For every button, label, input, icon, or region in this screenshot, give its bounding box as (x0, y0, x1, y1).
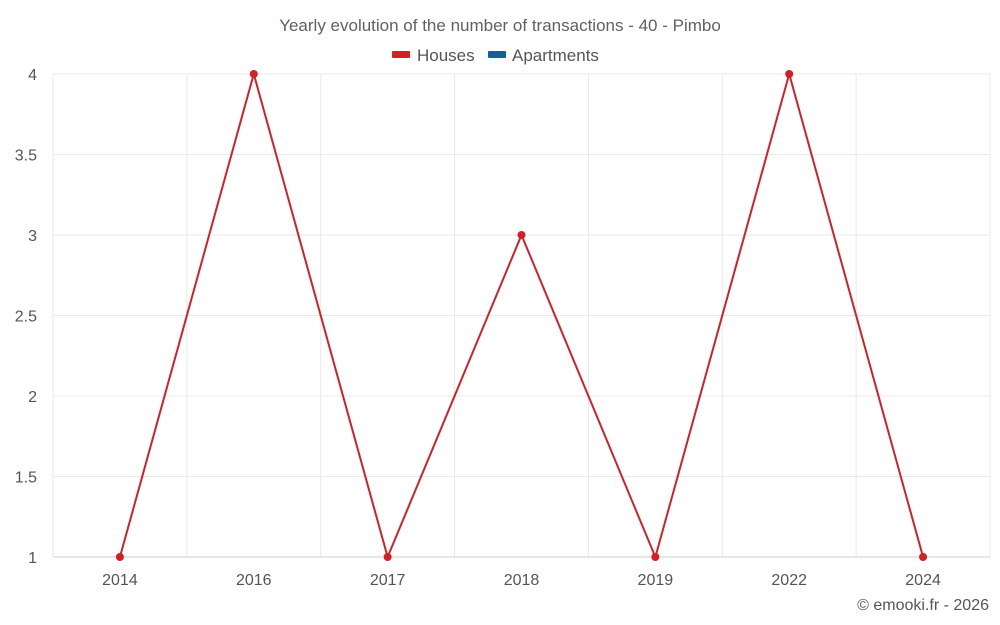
data-point[interactable] (919, 553, 928, 561)
x-tick-label: 2016 (236, 572, 272, 589)
y-tick-label: 1.5 (15, 470, 37, 487)
data-point[interactable] (517, 231, 526, 239)
data-point[interactable] (249, 70, 258, 78)
y-tick-label: 2 (28, 389, 37, 406)
y-tick-label: 3.5 (15, 148, 37, 165)
y-tick-label: 1 (28, 550, 37, 567)
legend-label-houses: Houses (417, 46, 475, 65)
chart-title: Yearly evolution of the number of transa… (279, 16, 721, 35)
x-tick-label: 2018 (504, 572, 540, 589)
legend: Houses Apartments (392, 46, 599, 65)
x-tick-label: 2017 (370, 572, 406, 589)
x-tick-label: 2022 (771, 572, 807, 589)
x-tick-label: 2014 (102, 572, 138, 589)
x-tick-label: 2019 (638, 572, 674, 589)
data-point[interactable] (785, 70, 794, 78)
legend-swatch-houses (392, 51, 410, 58)
credits[interactable]: © emooki.fr - 2026 (857, 597, 989, 614)
y-tick-label: 3 (28, 228, 37, 245)
legend-item-apartments[interactable]: Apartments (488, 46, 599, 65)
x-tick-label: 2024 (905, 572, 941, 589)
y-tick-label: 4 (28, 67, 37, 84)
legend-label-apartments: Apartments (512, 46, 599, 65)
data-point[interactable] (651, 553, 660, 561)
series (115, 70, 928, 561)
legend-swatch-apartments (488, 51, 506, 58)
data-point[interactable] (383, 553, 392, 561)
axes: 1 1.5 2 2.5 3 3.5 4 2014 2016 2017 2018 2019 2022 202… (15, 67, 990, 589)
series-houses (115, 70, 928, 561)
y-tick-label: 2.5 (15, 309, 37, 326)
data-point[interactable] (115, 553, 124, 561)
grid (52, 73, 991, 557)
legend-item-houses[interactable]: Houses (392, 46, 475, 65)
